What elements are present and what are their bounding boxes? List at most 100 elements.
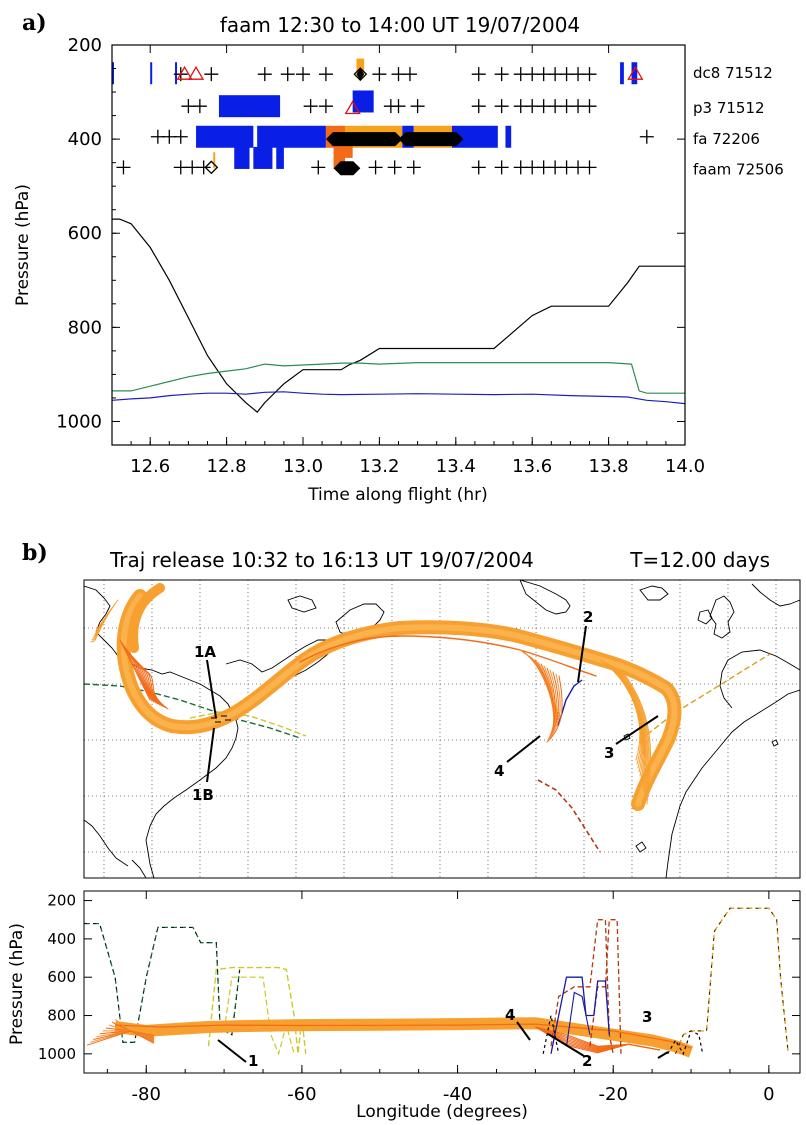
cross-marker-2-3 — [639, 129, 654, 144]
trajectory-fray-nw-5 — [129, 654, 161, 706]
a-series-line-1 — [112, 362, 685, 394]
flight-track-yellow-east — [639, 653, 771, 741]
cross-marker-1-15 — [582, 99, 597, 114]
a-xtick-label-7: 14.0 — [665, 456, 705, 477]
flight-track-red — [537, 779, 601, 853]
flight-track-yellow — [189, 711, 307, 737]
cross-marker-0-4 — [296, 67, 310, 82]
trajectory-fray-east-9 — [617, 668, 649, 797]
cross-marker-3-16 — [582, 160, 597, 175]
cs-annotation-2: 2 — [582, 1052, 592, 1070]
cross-marker-1-7 — [471, 99, 486, 114]
b-xtick-label-2: -40 — [443, 1084, 472, 1105]
a-xtick-label-0: 12.6 — [130, 456, 170, 477]
a-series-line-0 — [112, 218, 685, 413]
flight-track-blue — [557, 679, 583, 727]
panel-a-label: a) — [22, 10, 47, 36]
cs-trajectory-thin — [115, 1023, 692, 1049]
annotation-3: 3 — [604, 744, 614, 762]
cross-marker-3-8 — [471, 160, 486, 175]
triangle-marker-3 — [344, 100, 361, 115]
b-ytick-label-0: 200 — [47, 892, 76, 910]
cross-marker-0-5 — [318, 67, 333, 82]
a-ytick-label-3: 800 — [68, 317, 102, 338]
diamond-marker-1 — [204, 160, 219, 175]
bar-faam-0 — [234, 146, 250, 169]
cs-annotation-3: 3 — [642, 1008, 652, 1026]
track-label-0: dc8 71512 — [693, 64, 773, 82]
trajectory-fray-west-3 — [528, 655, 558, 723]
annotation-1B: 1B — [192, 786, 214, 804]
annotation-2: 2 — [583, 608, 593, 626]
bar-dc8-0 — [112, 62, 114, 85]
cross-section-frame — [83, 890, 801, 1074]
triangle-marker-1 — [187, 65, 205, 80]
b-xtick-label-0: -80 — [132, 1084, 161, 1105]
trajectory-fray-nw-9 — [137, 666, 169, 710]
panel-a-y-axis-label: Pressure (hPa) — [13, 184, 33, 306]
map-frame — [83, 579, 801, 879]
panel-a-title: faam 12:30 to 14:00 UT 19/07/2004 — [220, 13, 580, 37]
track-label-1: p3 71512 — [693, 99, 765, 117]
map-gridlines — [84, 580, 800, 878]
panel-b-label: b) — [22, 540, 48, 566]
cross-section-y-axis-label: Pressure (hPa) — [7, 923, 27, 1045]
bar-dc8-2 — [175, 62, 178, 85]
annotation-1A: 1A — [194, 643, 216, 661]
cs-black-1 — [542, 1015, 560, 1054]
cs-annotation-1: 1 — [248, 1052, 258, 1070]
bar-fa-1 — [257, 125, 326, 148]
cross-marker-1-8 — [494, 99, 509, 114]
diamond-filled-dc8 — [356, 68, 365, 81]
bar-fa-6 — [451, 125, 498, 148]
bar-p3-0 — [218, 95, 281, 118]
a-ytick-label-1: 400 — [68, 129, 102, 150]
trajectory-main-core — [120, 593, 678, 807]
bar-faam-5 — [213, 152, 216, 169]
cs-annotation-4: 4 — [505, 1006, 515, 1024]
cross-marker-3-4 — [311, 160, 326, 175]
panel-a-x-ticks: 12.6 12.8 13.0 13.2 13.4 13.6 13.8 14.0 — [111, 45, 705, 477]
a-xtick-label-3: 13.2 — [359, 456, 399, 477]
bar-dc8-3 — [631, 62, 638, 85]
cs-flight-yellow-east-dash — [675, 907, 789, 1054]
a-xtick-label-1: 12.8 — [207, 456, 247, 477]
trajectory-fray-west-12 — [547, 673, 561, 741]
cs-black-2 — [667, 1030, 704, 1056]
triangle-marker-2 — [627, 65, 644, 80]
b-xtick-label-1: -60 — [287, 1084, 316, 1105]
bar-faam-1 — [253, 146, 273, 169]
cross-marker-3-6 — [387, 160, 402, 175]
annotation-4: 4 — [494, 762, 504, 780]
b-ytick-label-4: 1000 — [38, 1045, 76, 1063]
a-ytick-label-4: 1000 — [56, 411, 102, 432]
bar-dc8-4 — [620, 62, 624, 85]
bar-faam-4 — [337, 143, 353, 158]
trajectory-fray-east-8 — [615, 667, 648, 793]
track-label-3: faam 72506 — [693, 160, 784, 178]
cs-flight-blue-2 — [565, 991, 591, 1047]
cross-section-y-ticks: 200 400 600 800 1000 — [38, 892, 800, 1063]
b-ytick-label-1: 400 — [47, 930, 76, 948]
triangle-marker-0 — [176, 65, 193, 80]
trajectory-fray-east-10 — [619, 669, 650, 801]
trajectory-map — [84, 580, 800, 878]
cross-marker-1-1 — [192, 99, 207, 114]
trajectory-fray-far-nw-6 — [91, 623, 101, 641]
trajectory-fray-west-10 — [549, 669, 558, 737]
b-xtick-label-4: 0 — [763, 1084, 774, 1105]
trajectory-fray-far-nw-7 — [90, 627, 98, 643]
trajectory-north-arm — [128, 583, 165, 653]
b-ytick-label-2: 600 — [47, 968, 76, 986]
trajectory-fray-west-13 — [546, 675, 563, 743]
cross-marker-3-5 — [368, 160, 383, 175]
panel-b-subtitle: T=12.00 days — [629, 548, 770, 572]
bar-p3-1 — [352, 90, 374, 113]
trajectory-fray-east-5 — [609, 664, 645, 781]
cross-section-content — [84, 907, 789, 1058]
trajectory-fray-east-7 — [613, 666, 647, 789]
panel-a-y-ticks: 200 400 600 800 1000 — [56, 35, 685, 446]
a-xtick-label-6: 13.8 — [589, 456, 629, 477]
cross-marker-0-1 — [204, 67, 219, 82]
trajectory-thin-red — [299, 635, 597, 677]
